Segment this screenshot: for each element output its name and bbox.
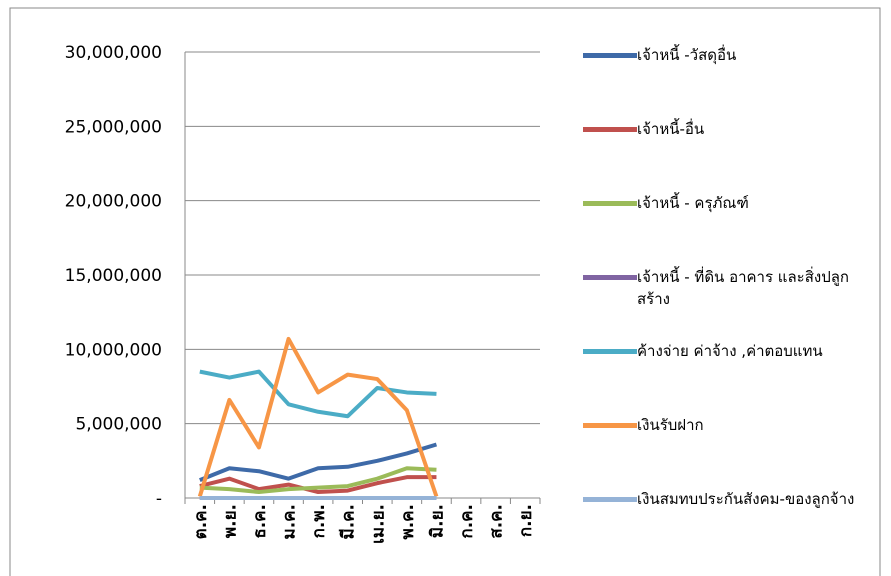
series-line xyxy=(199,466,437,495)
x-tick-label: มี.ค. xyxy=(338,504,359,540)
legend-label: เจ้าหนี้ - ครุภัณฑ์ xyxy=(637,194,749,212)
y-tick-label: 5,000,000 xyxy=(75,415,162,435)
y-tick-label: 30,000,000 xyxy=(65,43,162,63)
legend-label: ค้างจ่าย ค่าจ้าง ,ค่าตอบแทน xyxy=(637,342,823,360)
legend-item: เจ้าหนี้ -วัสดุอื่น xyxy=(583,44,883,66)
x-tick-label: ส.ค. xyxy=(487,504,507,539)
legend-swatch xyxy=(583,497,637,502)
x-tick-label: ม.ค. xyxy=(280,504,300,540)
legend-swatch xyxy=(583,127,637,132)
series-line xyxy=(199,442,438,483)
y-tick-label: 10,000,000 xyxy=(65,340,162,360)
legend-swatch xyxy=(583,53,637,58)
y-tick-label: 20,000,000 xyxy=(65,192,162,212)
legend-label: เจ้าหนี้-อื่น xyxy=(637,120,705,138)
x-tick-label: ก.ค. xyxy=(457,504,477,539)
y-tick-label: - xyxy=(156,489,162,509)
x-tick-label: ธ.ค. xyxy=(250,504,270,539)
y-tick-label: 15,000,000 xyxy=(65,266,162,286)
legend-label: เงินรับฝาก xyxy=(637,416,704,434)
legend-swatch xyxy=(583,201,637,206)
x-tick-label: ก.ย. xyxy=(516,504,536,537)
series-line xyxy=(199,369,437,419)
series-line xyxy=(197,336,439,498)
frame xyxy=(9,7,881,576)
legend-item: เจ้าหนี้ - ครุภัณฑ์ xyxy=(583,192,883,214)
x-tick-label: มิ.ย. xyxy=(427,504,447,538)
x-tick-label: ก.พ. xyxy=(309,504,329,538)
legend-label: เจ้าหนี้ -วัสดุอื่น xyxy=(637,46,737,64)
x-tick-label: เม.ย. xyxy=(368,504,388,544)
legend-swatch xyxy=(583,349,637,354)
legend-item: เงินรับฝาก xyxy=(583,414,883,436)
legend-swatch xyxy=(583,423,637,428)
legend-label: เจ้าหนี้ - ที่ดิน อาคาร และสิ่งปลูกสร้าง xyxy=(637,268,849,308)
x-tick-label: ต.ค. xyxy=(191,504,211,539)
y-tick-label: 25,000,000 xyxy=(65,117,162,137)
legend-item: เจ้าหนี้-อื่น xyxy=(583,118,883,140)
legend-item: เงินสมทบประกันสังคม-ของลูกจ้าง xyxy=(583,488,883,510)
legend-item: ค้างจ่าย ค่าจ้าง ,ค่าตอบแทน xyxy=(583,340,883,362)
legend-swatch xyxy=(583,275,637,280)
x-tick-label: พ.ค. xyxy=(398,504,418,540)
series-line xyxy=(199,475,437,495)
legend-item: เจ้าหนี้ - ที่ดิน อาคาร และสิ่งปลูกสร้าง xyxy=(583,266,883,310)
legend-label: เงินสมทบประกันสังคม-ของลูกจ้าง xyxy=(637,490,855,508)
x-tick-label: พ.ย. xyxy=(220,504,240,538)
